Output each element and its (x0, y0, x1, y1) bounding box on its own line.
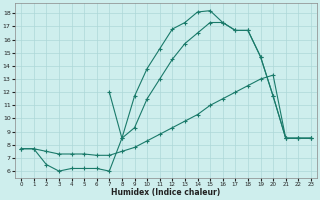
X-axis label: Humidex (Indice chaleur): Humidex (Indice chaleur) (111, 188, 221, 197)
